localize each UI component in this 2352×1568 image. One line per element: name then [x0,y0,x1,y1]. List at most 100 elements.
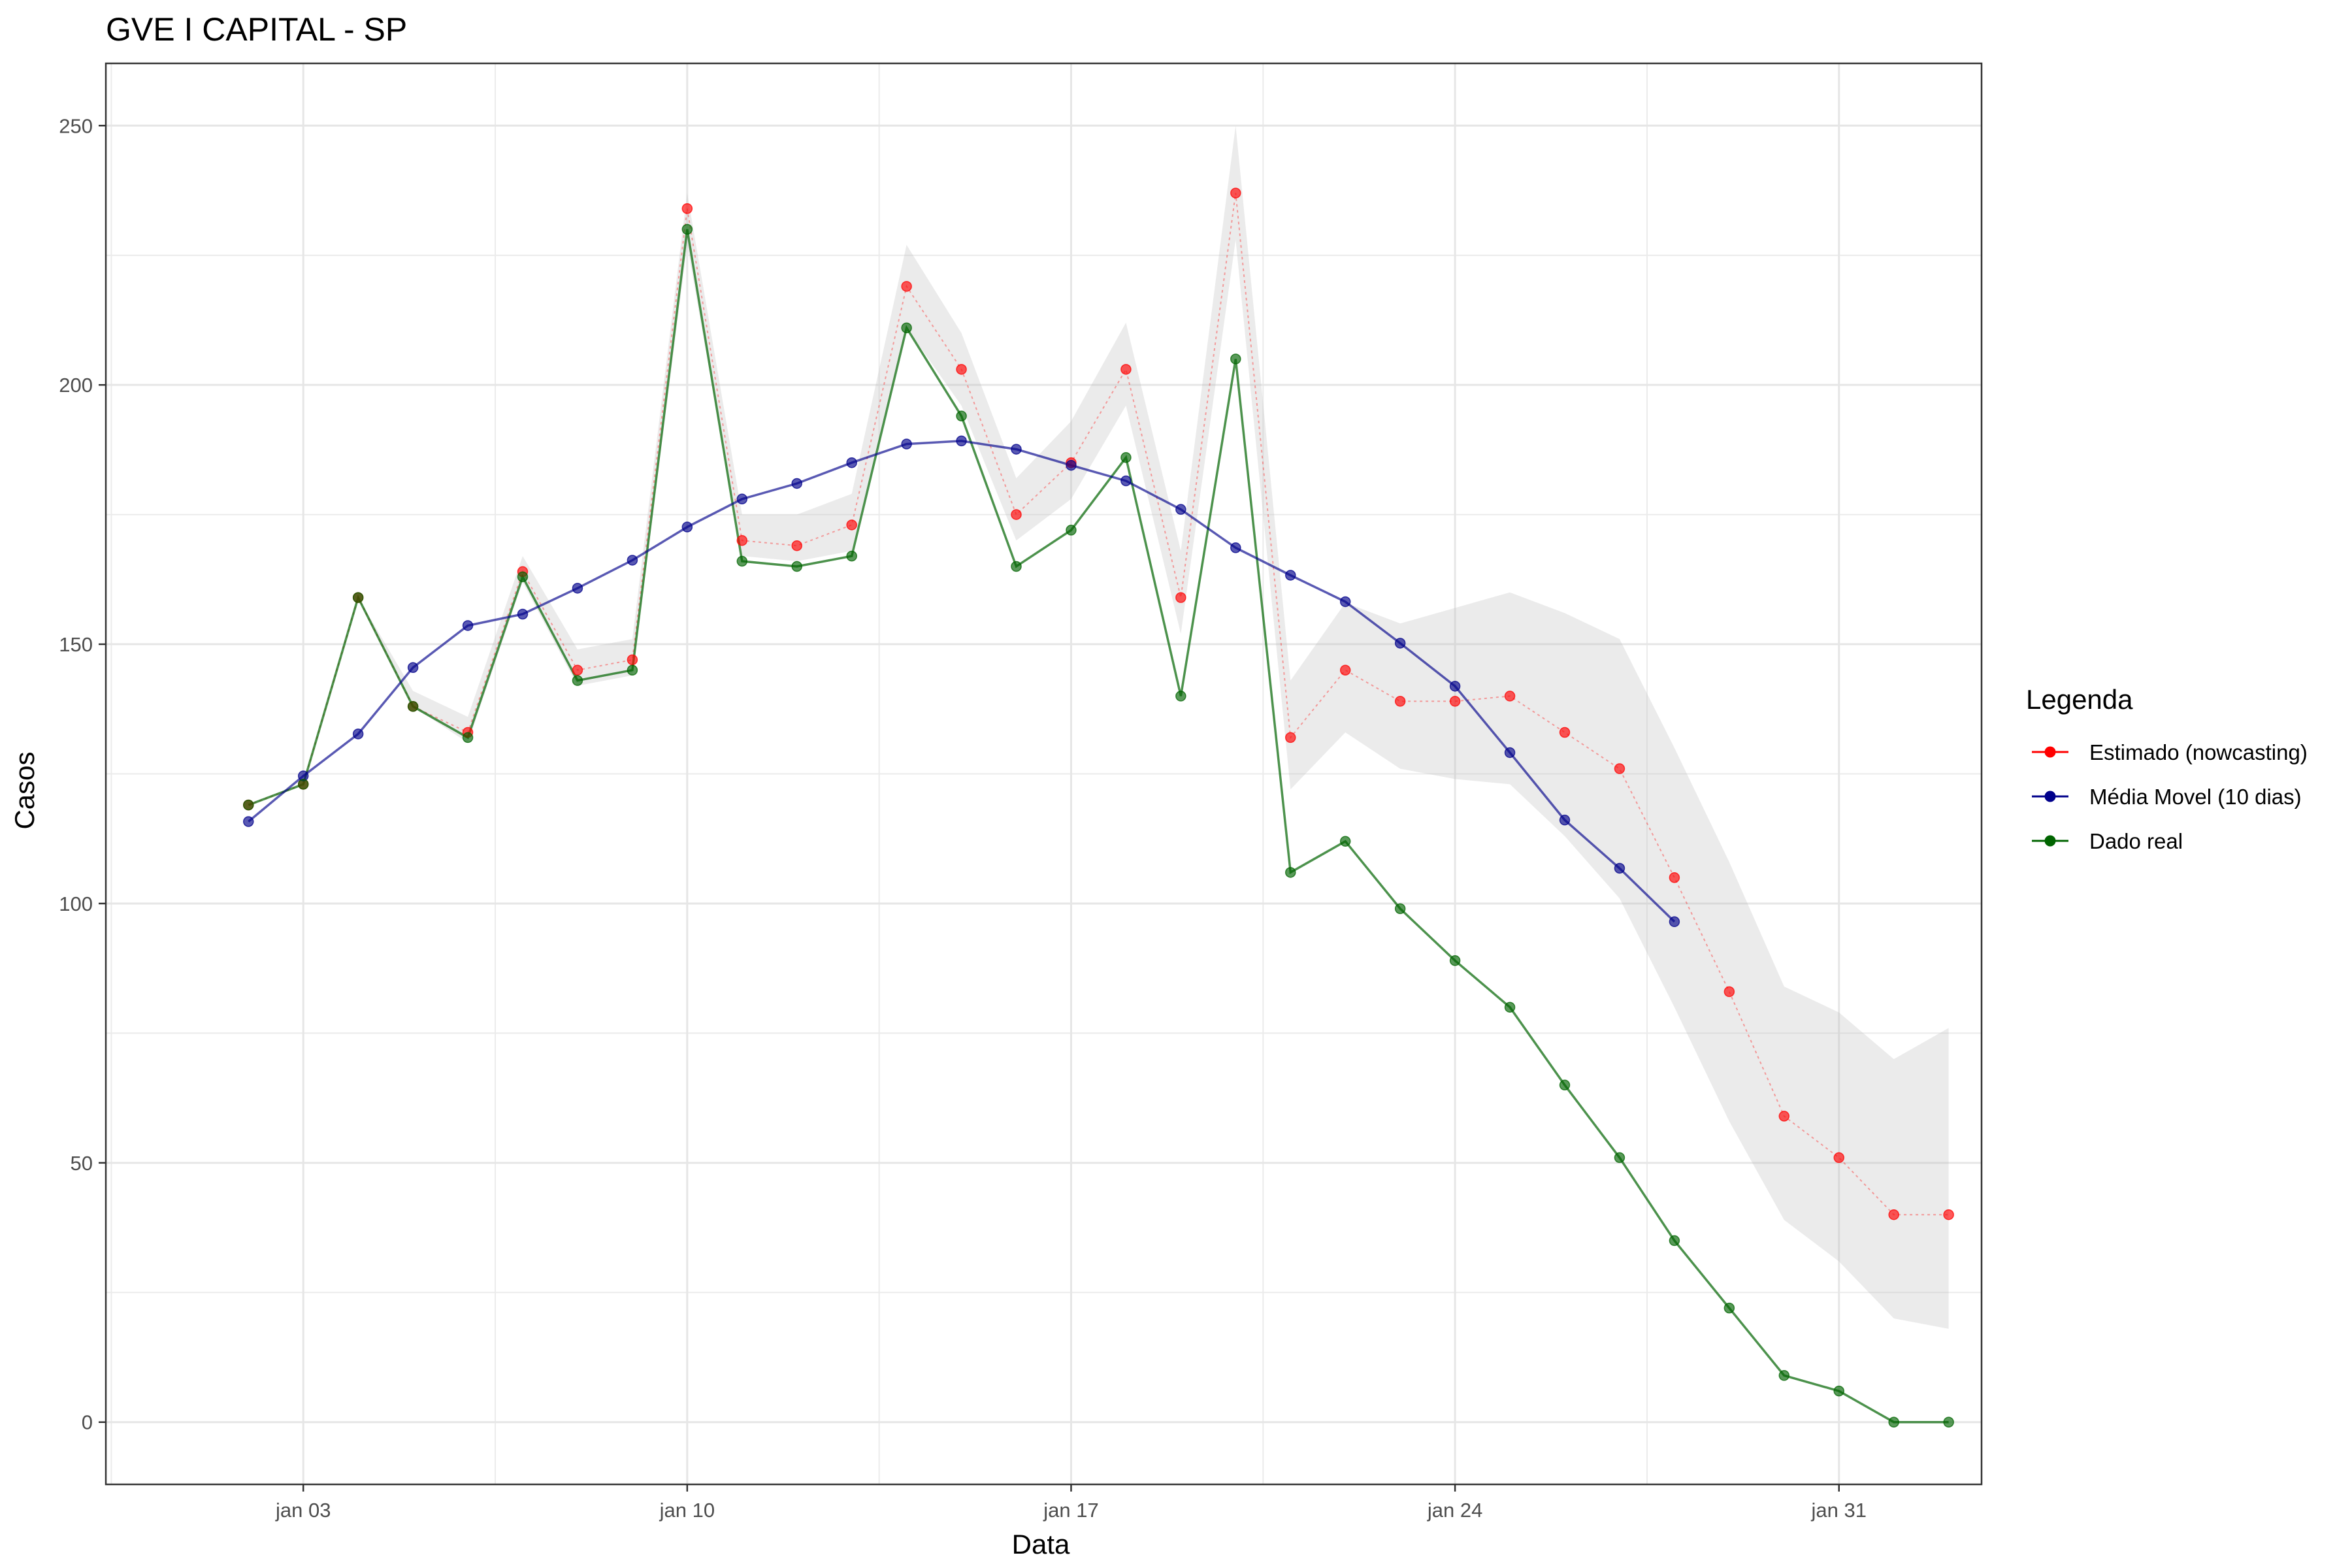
point-dado-real [297,779,309,790]
point-media-movel [791,478,802,489]
x-tick-label: jan 17 [1043,1499,1098,1522]
point-dado-real [243,799,254,811]
point-media-movel [1339,596,1351,608]
point-estimado [1723,986,1735,998]
point-media-movel [627,555,638,566]
point-estimado [572,664,583,676]
point-estimado [1614,763,1625,774]
point-media-movel [1449,681,1461,692]
point-dado-real [1504,1002,1516,1013]
y-tick-label: 50 [71,1152,93,1175]
point-media-movel [1066,459,1077,471]
y-tick-label: 100 [59,892,93,915]
point-dado-real [1285,867,1296,878]
point-dado-real [956,410,967,422]
point-dado-real [627,664,638,676]
y-tick-label: 0 [82,1411,93,1434]
point-estimado [1669,872,1680,883]
point-dado-real [572,675,583,686]
point-media-movel [1669,916,1680,927]
point-estimado [1120,364,1132,375]
point-dado-real [736,555,748,567]
point-media-movel [901,438,912,449]
point-media-movel [1504,747,1516,759]
point-dado-real [1614,1152,1625,1164]
point-dado-real [1339,836,1351,847]
point-dado-real [352,592,364,603]
point-dado-real [1723,1302,1735,1314]
point-media-movel [517,608,529,620]
x-tick-label: jan 31 [1811,1499,1867,1522]
y-tick-label: 200 [59,374,93,397]
point-dado-real [1559,1079,1571,1091]
x-axis: jan 03 jan 10 jan 17 jan 24 jan 31 [275,1484,1867,1522]
point-dado-real [1449,955,1461,966]
point-dado-real [1394,903,1406,915]
series-line-estimado [248,193,1949,1216]
legend-key-point [2044,791,2056,802]
point-estimado [1011,509,1022,520]
point-estimado [791,540,802,551]
point-estimado [1394,696,1406,707]
legend-label: Média Movel (10 dias) [2089,785,2302,809]
point-dado-real [681,223,693,235]
grid-minor [106,63,1982,1484]
y-tick-label: 250 [59,114,93,137]
point-media-movel [1175,504,1186,515]
point-estimado [1504,691,1516,702]
point-dado-real [1778,1370,1790,1381]
point-media-movel [462,620,474,631]
point-dado-real [1230,353,1241,365]
point-dado-real [1888,1416,1899,1428]
series-points-layer [243,188,1954,1428]
point-dado-real [1120,452,1132,463]
point-estimado [901,281,912,292]
legend-title: Legenda [2026,684,2133,715]
point-media-movel [736,493,748,505]
point-estimado [736,535,748,546]
point-media-movel [1120,475,1132,487]
legend: Legenda Estimado (nowcasting) Média Movel… [2026,684,2308,853]
point-estimado [1888,1209,1899,1220]
point-estimado [956,364,967,375]
point-estimado [1449,696,1461,707]
point-media-movel [956,435,967,447]
point-dado-real [791,561,802,572]
point-dado-real [1066,525,1077,536]
point-estimado [1285,732,1296,743]
point-dado-real [901,322,912,334]
point-media-movel [407,662,419,674]
x-tick-label: jan 10 [659,1499,715,1522]
x-axis-title: Data [1012,1529,1070,1560]
point-dado-real [462,732,474,743]
point-estimado [1943,1209,1954,1220]
point-estimado [1175,592,1186,603]
point-dado-real [1943,1416,1954,1428]
y-axis-title: Casos [9,751,40,829]
point-media-movel [1285,570,1296,581]
point-estimado [1778,1111,1790,1122]
series-line-dado-real [248,229,1949,1424]
y-tick-label: 150 [59,633,93,656]
point-dado-real [1669,1235,1680,1247]
confidence-band-layer [248,125,1949,1329]
point-media-movel [681,521,693,532]
nowcasting-confidence-band [248,125,1949,1329]
point-dado-real [1011,561,1022,572]
point-dado-real [407,701,419,712]
point-media-movel [1614,862,1625,874]
point-estimado [627,654,638,666]
chart-title: GVE I CAPITAL - SP [106,11,407,48]
point-media-movel [572,583,583,594]
point-dado-real [1175,691,1186,702]
point-dado-real [846,550,857,562]
point-media-movel [1230,542,1241,553]
point-estimado [1339,664,1351,676]
point-media-movel [846,457,857,468]
legend-key-point [2044,835,2056,847]
point-estimado [846,519,857,531]
x-tick-label: jan 03 [275,1499,331,1522]
point-media-movel [1559,814,1571,826]
point-dado-real [517,571,529,583]
